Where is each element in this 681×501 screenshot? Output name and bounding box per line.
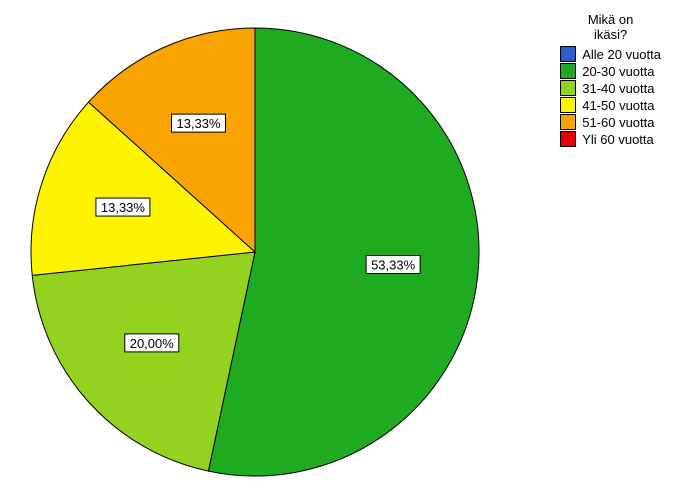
legend-label: 20-30 vuotta	[582, 64, 654, 79]
legend-swatch	[560, 46, 576, 62]
legend-item: 31-40 vuotta	[560, 80, 661, 96]
legend-item: 20-30 vuotta	[560, 63, 661, 79]
legend-item: Alle 20 vuotta	[560, 46, 661, 62]
legend-label: 31-40 vuotta	[582, 81, 654, 96]
legend-swatch	[560, 114, 576, 130]
legend-title: Mikä on ikäsi?	[560, 12, 661, 42]
legend-label: Alle 20 vuotta	[582, 47, 661, 62]
legend-item: 41-50 vuotta	[560, 97, 661, 113]
legend-swatch	[560, 131, 576, 147]
legend-item: 51-60 vuotta	[560, 114, 661, 130]
slice-label: 13,33%	[101, 200, 146, 215]
legend-label: 51-60 vuotta	[582, 115, 654, 130]
slice-label: 53,33%	[371, 258, 416, 273]
legend-item: Yli 60 vuotta	[560, 131, 661, 147]
legend-title-line1: Mikä on	[588, 12, 634, 27]
legend-swatch	[560, 97, 576, 113]
legend-label: 41-50 vuotta	[582, 98, 654, 113]
slice-label: 13,33%	[176, 116, 221, 131]
slice-label: 20,00%	[130, 336, 175, 351]
legend-swatch	[560, 63, 576, 79]
legend-swatch	[560, 80, 576, 96]
legend: Mikä on ikäsi? Alle 20 vuotta 20-30 vuott…	[560, 12, 661, 148]
legend-title-line2: ikäsi?	[594, 27, 627, 42]
legend-label: Yli 60 vuotta	[582, 132, 654, 147]
pie-chart: 53,33% 20,00% 13,33% 13,33%	[0, 0, 540, 501]
